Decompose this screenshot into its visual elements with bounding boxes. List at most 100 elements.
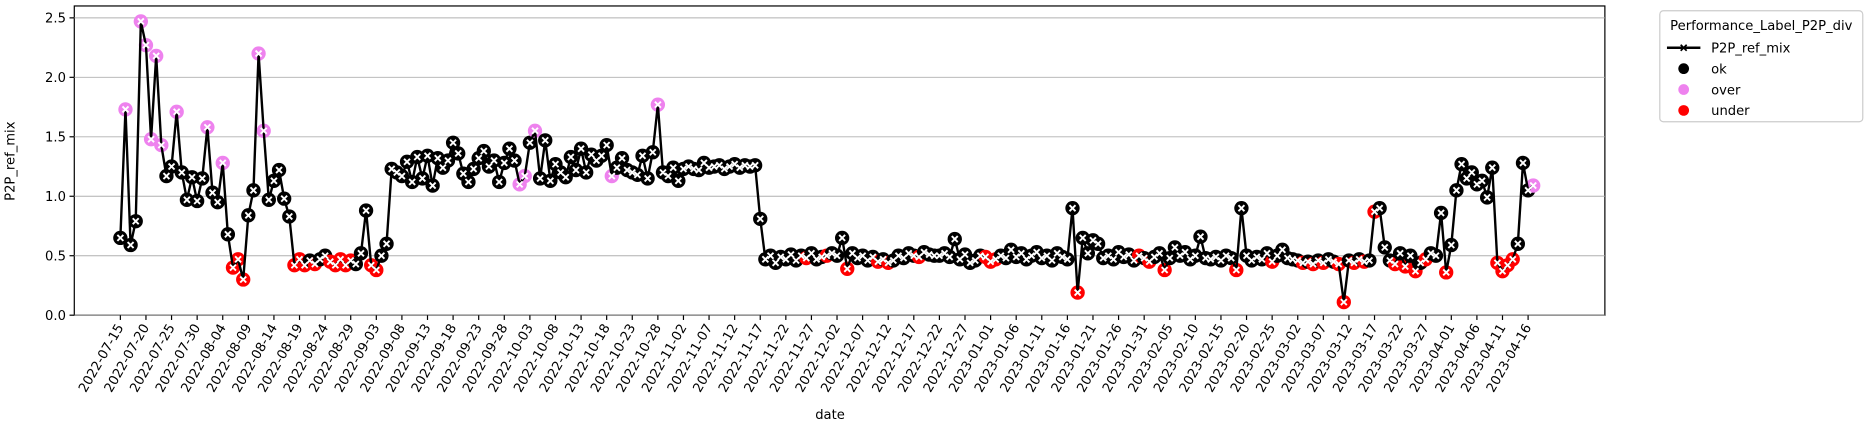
x-marker	[541, 136, 549, 145]
x-marker	[638, 152, 647, 160]
x-marker	[905, 249, 913, 258]
x-marker	[1468, 168, 1476, 177]
x-marker	[674, 177, 682, 185]
x-marker	[920, 248, 928, 256]
x-marker	[147, 135, 155, 143]
x-marker	[1017, 249, 1025, 258]
x-marker	[705, 164, 713, 172]
x-marker	[925, 250, 933, 259]
x-marker	[725, 162, 734, 171]
x-marker	[669, 164, 677, 172]
x-marker	[1514, 240, 1522, 248]
x-marker	[1355, 255, 1363, 263]
x-marker	[290, 261, 299, 269]
x-marker	[1365, 256, 1374, 265]
legend-label: P2P_ref_mix	[1711, 42, 1791, 57]
x-marker	[756, 215, 764, 223]
x-marker	[746, 162, 754, 171]
x-marker	[469, 165, 478, 173]
x-marker	[1248, 256, 1256, 265]
x-marker	[1201, 254, 1210, 262]
x-marker	[485, 162, 493, 171]
x-marker	[695, 166, 703, 174]
x-marker	[551, 160, 560, 168]
x-marker	[1120, 253, 1128, 261]
x-marker	[864, 256, 872, 265]
x-marker	[587, 150, 595, 159]
x-marker	[178, 168, 186, 177]
x-marker	[444, 156, 452, 165]
x-marker	[1237, 204, 1246, 212]
x-marker	[1104, 252, 1112, 260]
x-marker	[1324, 255, 1333, 263]
x-marker	[654, 101, 662, 109]
x-marker	[295, 255, 304, 263]
x-marker	[761, 255, 770, 263]
x-marker	[951, 235, 959, 243]
x-marker	[434, 154, 442, 162]
x-marker	[690, 165, 698, 173]
x-marker	[526, 139, 534, 147]
x-marker	[137, 17, 145, 26]
legend-label: under	[1711, 104, 1750, 119]
x-marker	[633, 171, 642, 179]
x-marker	[777, 253, 785, 261]
x-marker	[664, 172, 672, 180]
x-marker	[316, 255, 324, 263]
x-marker	[418, 174, 427, 183]
x-marker	[1263, 249, 1271, 258]
x-marker	[1191, 252, 1200, 260]
y-tick-label: 1.5	[45, 131, 66, 146]
x-marker	[1012, 253, 1020, 261]
x-marker	[567, 153, 575, 161]
x-axis-label: date	[815, 408, 845, 423]
x-marker	[1509, 255, 1517, 263]
x-marker	[1406, 252, 1415, 260]
x-marker	[613, 164, 621, 172]
x-marker	[787, 250, 795, 259]
legend-label: over	[1711, 83, 1741, 98]
x-marker	[239, 275, 247, 284]
x-marker	[823, 252, 831, 260]
x-marker	[597, 152, 606, 160]
x-marker	[838, 234, 846, 242]
x-marker	[1007, 246, 1015, 254]
x-marker	[1176, 252, 1184, 260]
x-marker	[1232, 266, 1240, 274]
x-marker	[853, 254, 862, 262]
x-marker	[966, 259, 974, 267]
x-marker	[1068, 204, 1077, 212]
x-marker	[249, 186, 258, 194]
x-marker	[1411, 267, 1420, 275]
y-tick-label: 0.5	[45, 250, 66, 265]
x-marker	[336, 255, 345, 263]
x-marker	[1099, 254, 1107, 262]
x-marker	[454, 149, 462, 158]
x-marker	[1160, 266, 1169, 274]
x-marker	[1058, 253, 1066, 261]
x-marker	[608, 172, 616, 180]
x-marker	[1519, 159, 1527, 167]
x-marker	[1073, 288, 1082, 297]
x-marker	[807, 249, 816, 258]
x-marker	[1027, 252, 1036, 260]
x-marker	[475, 154, 483, 162]
x-marker	[213, 198, 222, 206]
x-marker	[1125, 250, 1133, 259]
x-marker	[992, 255, 1000, 263]
x-marker	[1140, 254, 1148, 262]
legend-title: Performance_Label_P2P_div	[1670, 19, 1852, 34]
x-marker	[546, 177, 555, 185]
x-marker	[521, 172, 529, 180]
x-marker	[183, 196, 191, 204]
x-marker	[623, 166, 631, 174]
x-marker	[1360, 258, 1368, 266]
x-marker	[280, 194, 288, 203]
x-marker	[643, 174, 652, 183]
x-marker	[828, 249, 836, 258]
x-marker	[736, 164, 744, 172]
x-marker	[1166, 254, 1174, 262]
x-marker	[1457, 160, 1466, 168]
x-marker	[1207, 255, 1215, 263]
